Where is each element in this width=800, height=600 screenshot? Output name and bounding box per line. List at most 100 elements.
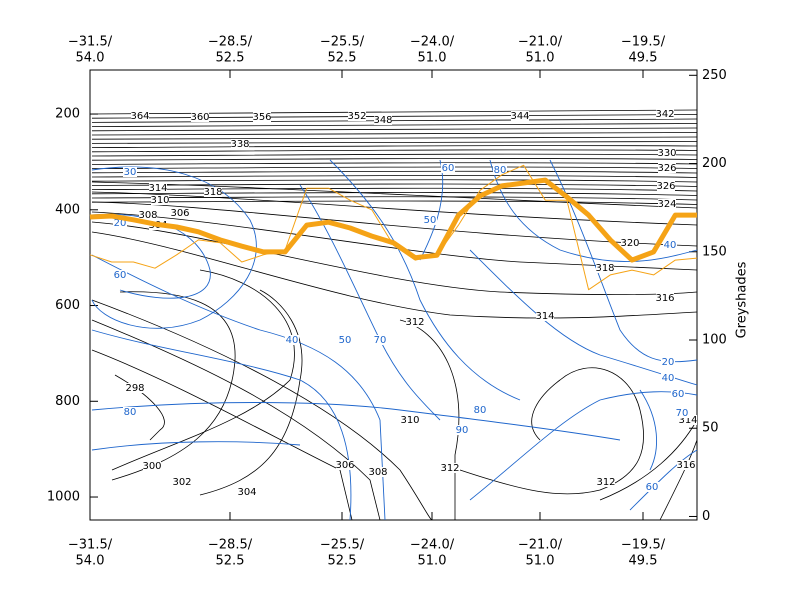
x-tick-label-top: 54.0: [76, 51, 105, 66]
isentrope-label: 304: [237, 487, 256, 498]
isentrope-label: 348: [373, 115, 392, 126]
x-tick-label-top: −24.0/: [410, 35, 455, 50]
humidity-label: 70: [374, 335, 387, 346]
contour-label-bg: [656, 109, 674, 119]
humidity-line: [639, 389, 658, 471]
contour-label-bg: [285, 335, 299, 345]
isentrope-line: [91, 118, 698, 123]
isentrope-line: [91, 109, 698, 115]
isentrope-line: [91, 127, 698, 132]
x-tick-label-top: 52.5: [216, 51, 245, 66]
contour-label-bg: [113, 218, 127, 228]
isentrope-line: [91, 349, 353, 521]
isentrope-line: [91, 179, 698, 183]
isentrope-line: [91, 200, 698, 205]
contour-label-bg: [493, 165, 507, 175]
x-tick-label-top: 51.0: [418, 51, 447, 66]
isentrope-line: [111, 291, 236, 481]
isentrope-label: 298: [125, 383, 144, 394]
humidity-label: 40: [662, 373, 675, 384]
contour-label-bg: [671, 389, 685, 399]
isentrope-label: 312: [440, 463, 459, 474]
isentrope-label: 308: [368, 467, 387, 478]
x-tick-label-top: −21.0/: [518, 35, 563, 50]
x-tick-label-top: 51.0: [526, 51, 555, 66]
humidity-label: 30: [124, 167, 137, 178]
humidity-label: 50: [424, 215, 437, 226]
contour-label-bg: [645, 482, 659, 492]
isentrope-line: [91, 132, 698, 136]
isentrope-line: [91, 149, 698, 153]
isentrope-label: 338: [230, 139, 249, 150]
isentrope-line: [91, 231, 698, 319]
contour-label-bg: [123, 167, 137, 177]
isentrope-line: [91, 192, 698, 196]
isentrope-label: 320: [620, 238, 639, 249]
isentrope-label: 360: [190, 112, 209, 123]
contour-label-bg: [149, 183, 167, 193]
contour-label-bg: [348, 111, 366, 121]
isentrope-label: 310: [400, 415, 419, 426]
isentrope-label: 326: [657, 163, 676, 174]
humidity-label: 20: [114, 218, 127, 229]
isentrope-label: 364: [130, 111, 149, 122]
humidity-label: 40: [664, 240, 677, 251]
series-line: [89, 177, 697, 263]
contour-label-bg: [173, 477, 191, 487]
x-tick-label-bottom: −24.0/: [410, 538, 455, 553]
isentrope-line: [199, 289, 303, 496]
contour-label-bg: [677, 460, 695, 470]
humidity-line: [299, 184, 441, 421]
plot-frame: [89, 69, 698, 521]
x-tick-label-bottom: −31.5/: [68, 538, 113, 553]
contour-label-bg: [658, 199, 676, 209]
isentrope-label: 352: [347, 111, 366, 122]
y-tick-label: 600: [55, 298, 80, 313]
contour-label-bg: [656, 293, 674, 303]
x-tick-label-bottom: −21.0/: [518, 538, 563, 553]
contour-label-bg: [336, 460, 354, 470]
isentrope-line: [91, 170, 698, 174]
contour-label-bg: [675, 408, 689, 418]
y2-axis-label: Greyshades: [735, 261, 750, 338]
isentrope-line: [91, 166, 698, 169]
isentrope-label: 306: [335, 460, 354, 471]
contour-label-bg: [374, 115, 392, 125]
y-tick-label: 800: [55, 394, 80, 409]
contour-label-bg: [621, 238, 639, 248]
isentrope-label: 316: [655, 293, 674, 304]
y2-tick-label: 0: [702, 509, 710, 524]
isentrope-label: 316: [676, 460, 695, 471]
humidity-line: [91, 441, 301, 451]
isentrope-line: [91, 114, 698, 119]
contour-label-bg: [596, 263, 614, 273]
y2-tick-label: 150: [702, 244, 727, 259]
humidity-line: [91, 329, 352, 521]
isentrope-line: [91, 187, 698, 192]
isentrope-label: 344: [510, 111, 529, 122]
humidity-line: [329, 159, 521, 401]
contour-label-bg: [441, 463, 459, 473]
humidity-label: 70: [676, 408, 689, 419]
contour-label-bg: [406, 317, 424, 327]
contour-label-bg: [473, 405, 487, 415]
isentrope-label: 302: [172, 477, 191, 488]
isentrope-label: 356: [252, 112, 271, 123]
x-tick-label-bottom: 51.0: [526, 554, 555, 569]
isentrope-line: [91, 145, 698, 148]
isentrope-label: 310: [150, 195, 169, 206]
humidity-label: 80: [494, 165, 507, 176]
isentrope-label: 318: [595, 263, 614, 274]
isentrope-label: 314: [148, 183, 167, 194]
humidity-label: 90: [456, 425, 469, 436]
isentrope-label: 342: [655, 109, 674, 120]
isentrope-label: 312: [405, 317, 424, 328]
contour-label-bg: [658, 148, 676, 158]
contour-label-bg: [511, 111, 529, 121]
x-tick-label-bottom: 54.0: [76, 554, 105, 569]
isentrope-label: 330: [657, 148, 676, 159]
isentrope-label: 300: [142, 461, 161, 472]
contour-label-bg: [373, 335, 387, 345]
y2-tick-label: 100: [702, 333, 727, 348]
